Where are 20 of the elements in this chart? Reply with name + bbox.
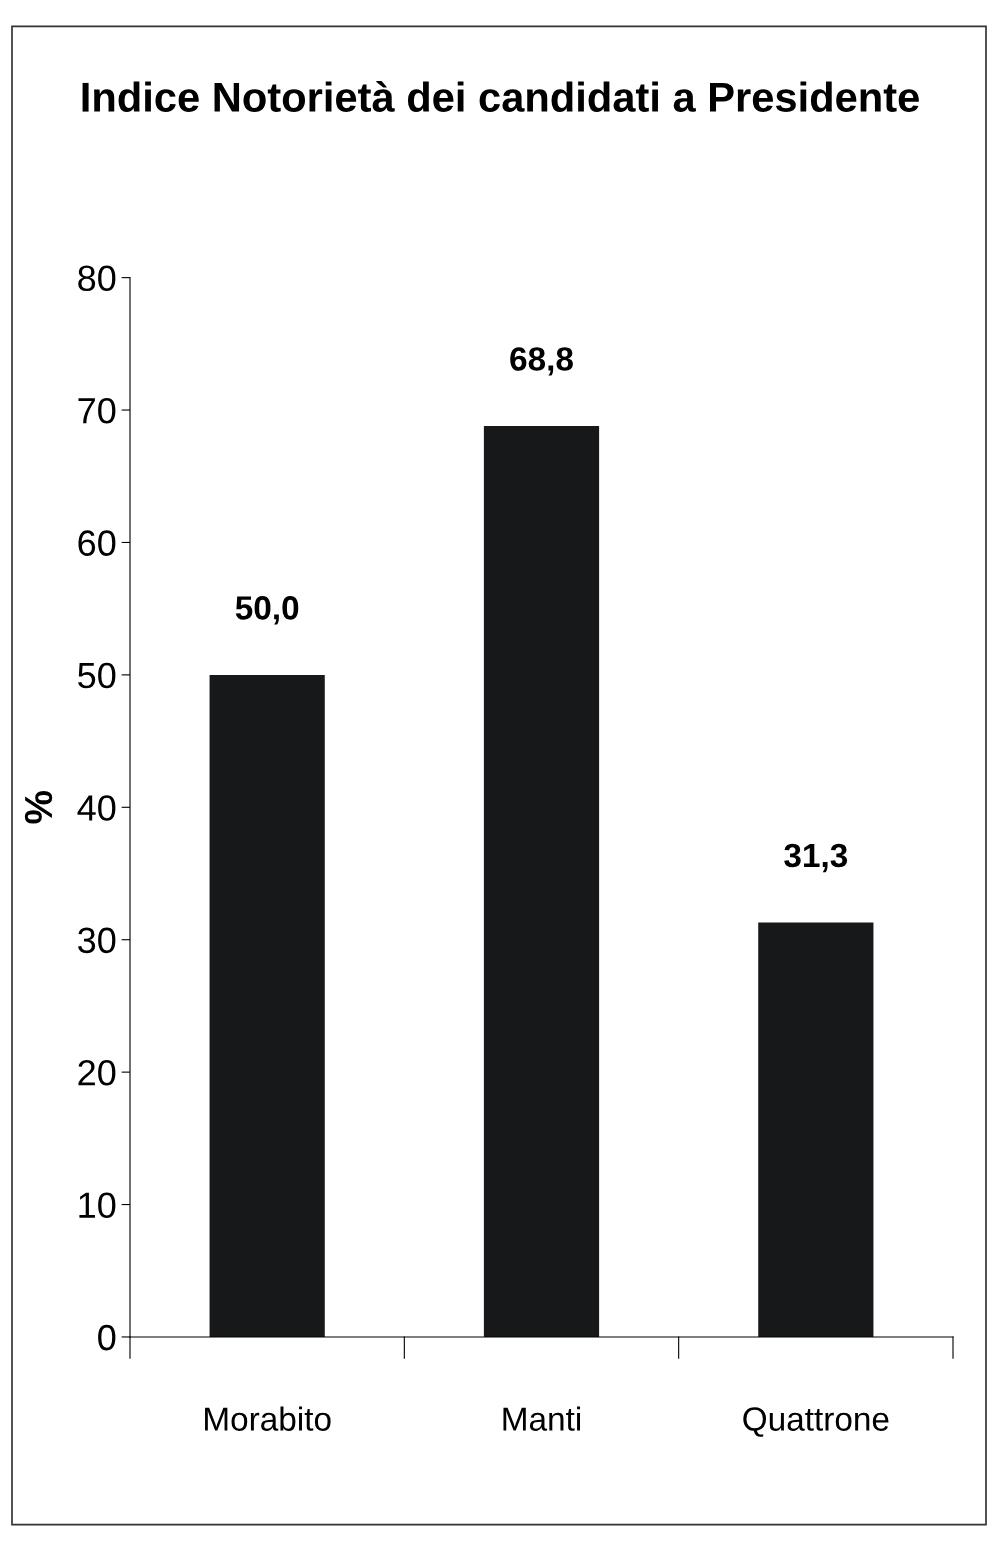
y-tick-label: 60 — [78, 530, 116, 556]
x-tick-label: Manti — [503, 1406, 581, 1431]
y-axis-title: % — [24, 791, 53, 824]
data-label: 50,0 — [235, 596, 299, 625]
chart-title: Indice Notorietà dei candidati a Presidente — [82, 81, 919, 112]
x-tick-label: Quattrone — [743, 1407, 889, 1437]
data-label: 68,8 — [510, 347, 573, 376]
y-tick-label: 50 — [78, 662, 116, 689]
bar — [758, 922, 874, 1337]
y-tick-label: 20 — [78, 1060, 116, 1086]
y-tick-label: 30 — [78, 927, 116, 954]
y-tick-label: 10 — [79, 1192, 116, 1218]
bar — [483, 425, 600, 1337]
y-tick-label: 40 — [77, 795, 116, 821]
data-label: 31,3 — [784, 843, 848, 873]
y-tick-label: 0 — [98, 1324, 116, 1351]
x-tick-label: Morabito — [205, 1406, 331, 1431]
y-tick-label: 80 — [78, 265, 116, 292]
bar — [209, 674, 325, 1337]
y-tick-label: 70 — [78, 397, 116, 424]
